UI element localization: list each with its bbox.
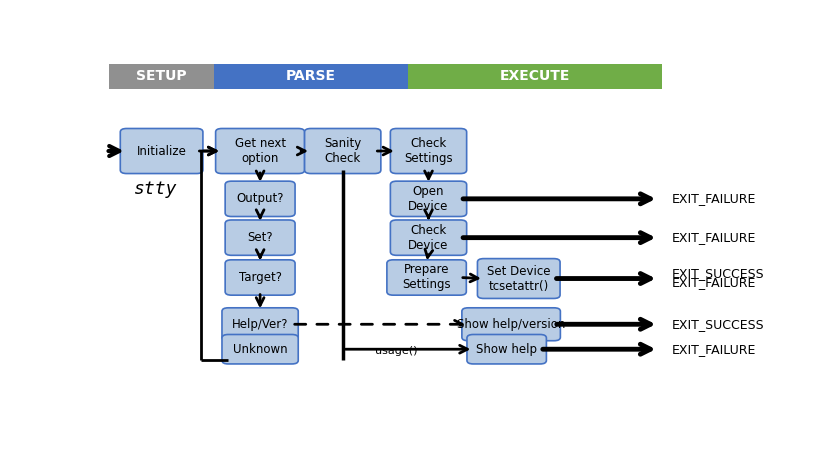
Text: Check
Device: Check Device: [408, 224, 448, 252]
Text: EXIT_SUCCESS: EXIT_SUCCESS: [671, 318, 763, 331]
FancyBboxPatch shape: [477, 259, 559, 298]
Bar: [109, 64, 214, 89]
FancyBboxPatch shape: [466, 334, 545, 364]
Text: Set?: Set?: [247, 231, 273, 244]
FancyBboxPatch shape: [215, 129, 304, 174]
Text: Unknown: Unknown: [233, 343, 287, 356]
Text: Output?: Output?: [236, 192, 283, 205]
Text: EXIT_FAILURE: EXIT_FAILURE: [671, 276, 755, 289]
Text: PARSE: PARSE: [285, 69, 335, 83]
Text: stty: stty: [133, 180, 177, 198]
FancyBboxPatch shape: [225, 260, 295, 295]
FancyBboxPatch shape: [461, 308, 559, 341]
FancyBboxPatch shape: [225, 220, 295, 255]
Text: usage(): usage(): [374, 346, 417, 356]
Text: Sanity
Check: Sanity Check: [324, 137, 361, 165]
Text: Show help: Show help: [476, 343, 536, 356]
Text: Set Device
tcsetattr(): Set Device tcsetattr(): [486, 265, 550, 292]
FancyBboxPatch shape: [222, 334, 298, 364]
Text: Target?: Target?: [238, 271, 281, 284]
Text: EXIT_SUCCESS: EXIT_SUCCESS: [671, 268, 763, 280]
FancyBboxPatch shape: [120, 129, 202, 174]
Text: EXIT_FAILURE: EXIT_FAILURE: [671, 343, 755, 356]
FancyBboxPatch shape: [390, 220, 466, 255]
Text: Initialize: Initialize: [137, 144, 186, 158]
FancyBboxPatch shape: [390, 181, 466, 216]
Text: SETUP: SETUP: [136, 69, 187, 83]
Bar: [214, 64, 407, 89]
FancyBboxPatch shape: [222, 308, 298, 341]
FancyBboxPatch shape: [387, 260, 466, 295]
FancyBboxPatch shape: [390, 129, 466, 174]
Text: Open
Device: Open Device: [408, 185, 448, 213]
Text: Check
Settings: Check Settings: [404, 137, 452, 165]
Text: Prepare
Settings: Prepare Settings: [402, 264, 450, 292]
Text: EXIT_FAILURE: EXIT_FAILURE: [671, 231, 755, 244]
Text: EXIT_FAILURE: EXIT_FAILURE: [671, 192, 755, 205]
Text: Show help/version: Show help/version: [456, 318, 564, 331]
FancyBboxPatch shape: [304, 129, 380, 174]
FancyBboxPatch shape: [225, 181, 295, 216]
Text: Help/Ver?: Help/Ver?: [232, 318, 288, 331]
Bar: [407, 64, 661, 89]
Text: EXECUTE: EXECUTE: [499, 69, 569, 83]
Text: Get next
option: Get next option: [234, 137, 285, 165]
